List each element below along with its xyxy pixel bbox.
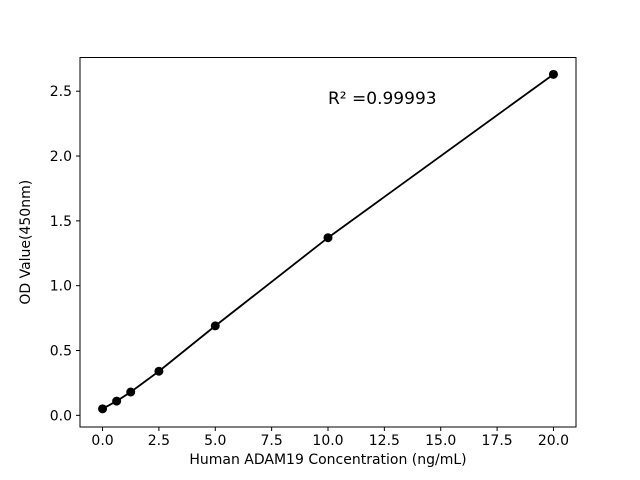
x-tick-label: 2.5	[148, 433, 170, 449]
y-tick-label: 0.5	[50, 344, 72, 360]
y-axis-label: OD Value(450nm)	[18, 180, 34, 305]
data-point	[210, 321, 220, 331]
y-tick-label: 0.0	[50, 408, 72, 424]
data-point	[154, 366, 164, 376]
x-tick-label: 5.0	[204, 433, 226, 449]
r-squared-annotation: R² =0.99993	[328, 89, 437, 109]
x-tick-label: 10.0	[312, 433, 343, 449]
y-tick-label: 1.5	[50, 214, 72, 230]
x-axis-label: Human ADAM19 Concentration (ng/mL)	[189, 452, 466, 468]
x-tick-label: 0.0	[91, 433, 113, 449]
data-point	[112, 396, 122, 406]
data-point	[323, 233, 333, 243]
data-point	[548, 69, 558, 79]
y-tick-label: 1.0	[50, 279, 72, 295]
x-tick-label: 17.5	[482, 433, 513, 449]
data-point	[126, 387, 136, 397]
x-tick-label: 15.0	[425, 433, 456, 449]
y-tick-label: 2.0	[50, 149, 72, 165]
x-tick-label: 12.5	[369, 433, 400, 449]
x-tick-label: 7.5	[261, 433, 283, 449]
y-tick-label: 2.5	[50, 84, 72, 100]
x-tick-label: 20.0	[538, 433, 569, 449]
data-point	[98, 404, 108, 414]
